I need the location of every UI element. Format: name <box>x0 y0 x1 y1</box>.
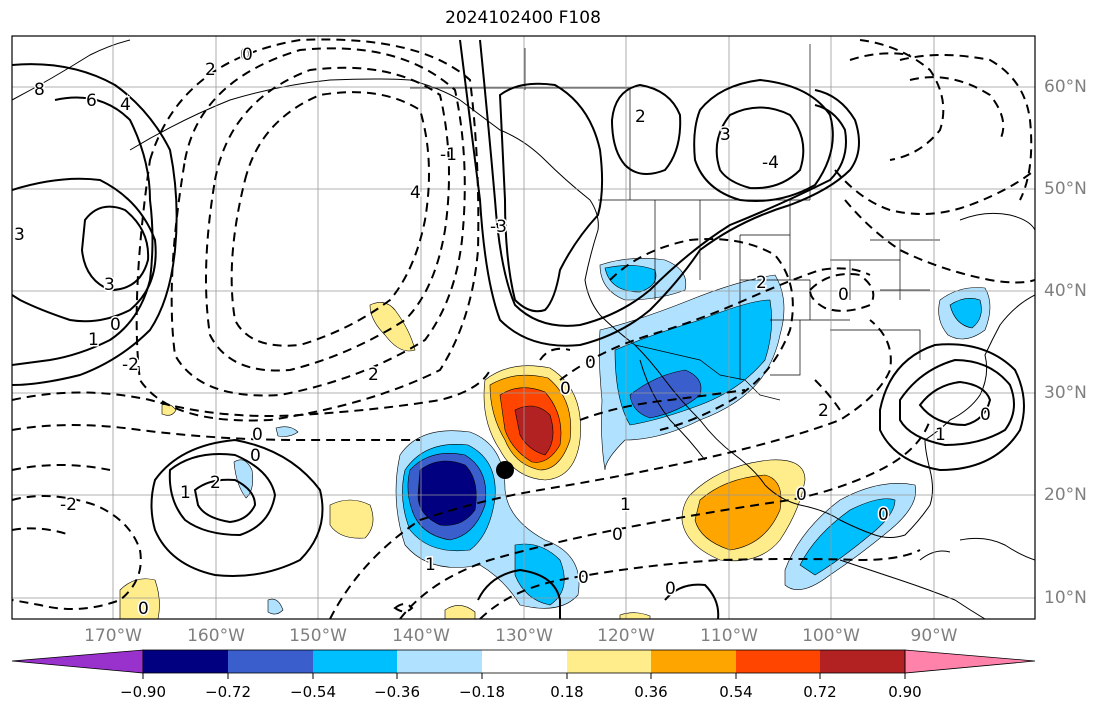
svg-text:0: 0 <box>838 285 849 305</box>
contour-label: -1 <box>440 145 457 165</box>
colorbar-extend-max <box>904 649 1036 674</box>
lat-label: 50°N <box>1044 179 1087 199</box>
colorbar-tick-label: −0.90 <box>120 683 166 701</box>
lon-label: 90°W <box>910 626 958 646</box>
colorbar-tick-label: 0.90 <box>888 683 922 701</box>
dashed-contours <box>12 38 1035 619</box>
lat-label: 30°N <box>1044 383 1087 403</box>
contour-label: -4 <box>762 153 779 173</box>
svg-text:2: 2 <box>210 473 221 493</box>
svg-text:2: 2 <box>368 365 379 385</box>
storm-center-marker <box>496 461 514 479</box>
svg-text:0: 0 <box>878 505 889 525</box>
svg-text:4: 4 <box>410 183 421 203</box>
svg-text:2: 2 <box>756 273 767 293</box>
lon-label: 150°W <box>289 626 347 646</box>
contour-label: -3 <box>490 217 507 237</box>
svg-text:1: 1 <box>425 555 436 575</box>
colorbar-tick-label: 0.54 <box>719 683 753 701</box>
lat-label: 40°N <box>1044 281 1087 301</box>
lon-label: 160°W <box>187 626 245 646</box>
lon-label: 120°W <box>597 626 655 646</box>
svg-text:1: 1 <box>88 330 99 350</box>
svg-text:0: 0 <box>578 568 589 588</box>
contour-label: 0 <box>240 45 251 65</box>
chart-title: 2024102400 F108 <box>445 8 601 28</box>
shaded-anomaly-fields <box>119 258 991 619</box>
colorbar <box>11 649 1036 679</box>
lat-label: 20°N <box>1044 485 1087 505</box>
colorbar-tick-label: −0.36 <box>374 683 420 701</box>
svg-text:0: 0 <box>252 425 263 445</box>
contour-label: 2 <box>205 60 216 80</box>
colorbar-tick-label: −0.18 <box>459 683 505 701</box>
svg-text:3: 3 <box>720 125 731 145</box>
political-borders <box>410 44 940 401</box>
solid-contours <box>12 39 1025 619</box>
map-frame <box>11 35 1036 620</box>
colorbar-tick-label: −0.72 <box>205 683 251 701</box>
svg-text:0: 0 <box>665 579 676 599</box>
contour-label: 6 <box>86 91 97 111</box>
colorbar-tick-label: 0.18 <box>550 683 584 701</box>
contour-labels: 8 6 4 3 2 0 -1 -2 -3 -4 1 -2 0 3 2 0 0 2… <box>13 44 993 620</box>
contour-label: 0 <box>612 525 623 545</box>
svg-text:0: 0 <box>250 446 261 466</box>
svg-text:2: 2 <box>635 107 646 127</box>
colorbar-extend-min <box>11 649 144 674</box>
gridlines <box>12 36 1035 619</box>
colorbar-tick-label: 0.36 <box>634 683 668 701</box>
lon-label: 140°W <box>392 626 450 646</box>
contour-label: -2 <box>60 495 77 515</box>
svg-text:0: 0 <box>242 45 253 65</box>
lat-label: 10°N <box>1044 588 1087 608</box>
svg-text:0: 0 <box>110 315 121 335</box>
svg-text:2: 2 <box>818 401 829 421</box>
svg-text:1: 1 <box>180 483 191 503</box>
svg-text:0: 0 <box>138 599 149 619</box>
contour-label: 8 <box>34 80 45 100</box>
contour-label: 3 <box>104 275 115 295</box>
lon-label: 100°W <box>802 626 860 646</box>
svg-text:0: 0 <box>560 379 571 399</box>
lat-label: 60°N <box>1044 77 1087 97</box>
lon-label: 130°W <box>495 626 553 646</box>
contour-label: 4 <box>120 95 131 115</box>
svg-text:1: 1 <box>620 495 631 515</box>
colorbar-tick-label: 0.72 <box>803 683 837 701</box>
svg-text:3: 3 <box>14 225 25 245</box>
svg-text:0: 0 <box>585 353 596 373</box>
lon-label: 110°W <box>700 626 758 646</box>
svg-text:0: 0 <box>980 405 991 425</box>
contour-label: 1 <box>935 425 946 445</box>
lon-label: 170°W <box>84 626 142 646</box>
colorbar-tick-label: −0.54 <box>290 683 336 701</box>
svg-text:0: 0 <box>796 485 807 505</box>
contour-label: -2 <box>122 355 139 375</box>
